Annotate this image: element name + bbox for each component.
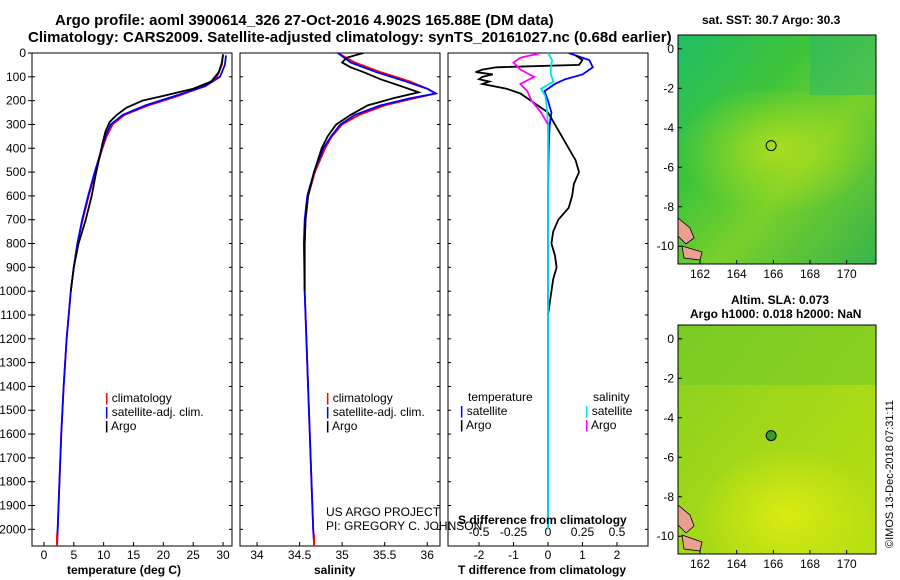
depth-tick-label: 1900	[0, 499, 26, 513]
series-satellite-adj-clim-	[56, 55, 227, 544]
x-tick-label: 34	[250, 548, 264, 562]
depth-tick-label: 900	[6, 260, 26, 274]
legend-diff-s-argo: | Argo	[585, 418, 617, 432]
s-difference-axis-label: S difference from climatology	[458, 513, 627, 527]
legend-t-climatology: | climatology	[105, 391, 172, 405]
legend-t-argo: | Argo	[105, 419, 137, 433]
temperature-panel: 0 5 10 15 20 25 30	[31, 52, 233, 562]
sla-map-title-line2: Argo h1000: 0.018 h2000: NaN	[690, 307, 862, 321]
imos-timestamp: ©IMOS 13-Dec-2018 07:31:11	[884, 400, 896, 548]
x-tick-label: 36	[421, 548, 435, 562]
x-tick-label: 34.5	[288, 548, 312, 562]
x-tick-label: 5	[70, 548, 77, 562]
x-tick-label: -2	[474, 548, 485, 562]
s-diff-tick-label: -0.25	[500, 525, 528, 539]
depth-tick-label: 1500	[0, 403, 26, 417]
salinity-panel: 34 34.5 35 35.5 36	[239, 52, 441, 562]
depth-tick-label: 1600	[0, 427, 26, 441]
depth-tick-label: 1200	[0, 332, 26, 346]
series-salinity-argo	[512, 53, 549, 125]
depth-tick-label: 1700	[0, 451, 26, 465]
legend-diff-s-satellite: | satellite	[585, 404, 633, 418]
depth-tick-label: 100	[6, 70, 26, 84]
x-tick-label: 2	[614, 548, 621, 562]
depth-tick-label: 2000	[0, 522, 26, 536]
legend-t-satellite: | satellite-adj. clim.	[105, 405, 204, 419]
credit-pi: PI: GREGORY C. JOHNSON	[326, 519, 483, 533]
salinity-axis-label: salinity	[314, 563, 356, 577]
series-climatology	[56, 55, 224, 544]
salinity-plot-frame	[239, 52, 441, 547]
depth-tick-label: 1400	[0, 379, 26, 393]
series-climatology	[303, 53, 439, 544]
x-tick-label: 0	[545, 548, 552, 562]
s-diff-tick-label: -0.5	[469, 525, 490, 539]
depth-tick-label: 500	[6, 165, 26, 179]
legend-s-argo: | Argo	[326, 419, 358, 433]
depth-tick-label: 200	[6, 94, 26, 108]
credit-project: US ARGO PROJECT	[326, 505, 441, 519]
series-argo	[69, 54, 224, 292]
x-tick-label: 1	[579, 548, 586, 562]
depth-tick-label: 300	[6, 117, 26, 131]
x-tick-label: 25	[187, 548, 201, 562]
series-argo	[303, 53, 422, 292]
depth-axis: 0 100 200 300 400 500 600 700 800 900 1000 1100 1200…	[0, 46, 32, 536]
depth-tick-label: 700	[6, 213, 26, 227]
legend-diff-salinity-heading: salinity	[593, 390, 630, 404]
s-diff-tick-label: 0	[545, 525, 552, 539]
legend-diff-temperature-heading: temperature	[468, 390, 533, 404]
x-tick-label: 0	[41, 548, 48, 562]
temperature-axis-label: temperature (deg C)	[67, 563, 182, 577]
depth-tick-label: 0	[19, 46, 26, 60]
figure-title-line2: Climatology: CARS2009. Satellite-adjuste…	[28, 29, 672, 46]
legend-s-satellite: | satellite-adj. clim.	[326, 405, 425, 419]
legend-s-climatology: | climatology	[326, 391, 393, 405]
x-tick-label: 35	[335, 548, 349, 562]
temperature-plot-frame	[31, 52, 233, 547]
x-tick-label: -1	[508, 548, 519, 562]
series-salinity-satellite	[539, 53, 555, 530]
sst-map-title: sat. SST: 30.7 Argo: 30.3	[702, 13, 841, 27]
depth-tick-label: 600	[6, 189, 26, 203]
x-tick-label: 35.5	[373, 548, 397, 562]
sla-map-title-line1: Altim. SLA: 0.073	[731, 293, 830, 307]
depth-tick-label: 800	[6, 237, 26, 251]
s-diff-tick-label: 0.5	[609, 525, 626, 539]
figure-title-line1: Argo profile: aoml 3900614_326 27-Oct-20…	[55, 12, 554, 29]
depth-tick-label: 1100	[0, 308, 26, 322]
legend-diff-t-argo: | Argo	[460, 418, 492, 432]
t-difference-axis-label: T difference from climatology	[458, 563, 627, 577]
depth-tick-label: 1800	[0, 475, 26, 489]
depth-tick-label: 400	[6, 141, 26, 155]
legend-diff-t-satellite: | satellite	[460, 404, 508, 418]
x-tick-label: 20	[157, 548, 171, 562]
x-tick-label: 10	[97, 548, 111, 562]
depth-tick-label: 1300	[0, 356, 26, 370]
series-satellite-adj-clim-	[302, 53, 439, 544]
s-diff-tick-label: 0.25	[571, 525, 595, 539]
x-tick-label: 15	[127, 548, 141, 562]
series-temperature-argo	[475, 54, 584, 316]
x-tick-label: 30	[216, 548, 230, 562]
depth-tick-label: 1000	[0, 284, 26, 298]
difference-panel: -2 -1 0 1 2 -0.5 -0.25 0 0.25 0.5	[447, 52, 649, 562]
